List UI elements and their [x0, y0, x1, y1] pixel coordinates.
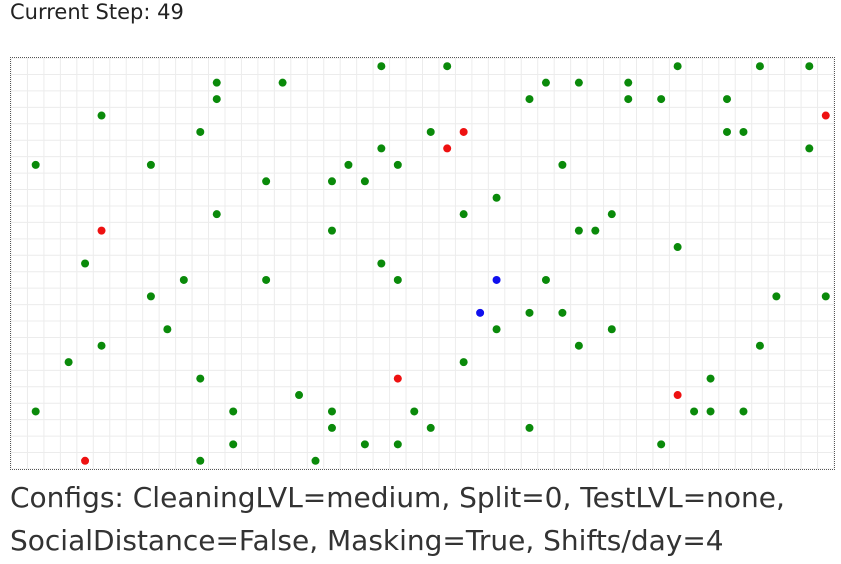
agent-healthy	[327, 423, 336, 432]
agent-healthy	[525, 423, 534, 432]
agent-healthy	[426, 127, 435, 136]
agent-healthy	[459, 210, 468, 219]
agent-healthy	[344, 160, 353, 169]
agent-healthy	[459, 358, 468, 367]
agent-healthy	[492, 193, 501, 202]
agent-infected	[821, 111, 830, 120]
agent-infected	[81, 456, 90, 465]
configs-line-2: SocialDistance=False, Masking=True, Shif…	[10, 524, 724, 557]
agent-healthy	[377, 144, 386, 153]
agent-healthy	[723, 127, 732, 136]
agent-healthy	[360, 177, 369, 186]
agent-healthy	[97, 111, 106, 120]
agent-healthy	[295, 391, 304, 400]
agent-infected	[673, 391, 682, 400]
agent-healthy	[81, 259, 90, 268]
agent-healthy	[657, 440, 666, 449]
agent-healthy	[525, 95, 534, 104]
agent-healthy	[163, 325, 172, 334]
agent-healthy	[739, 127, 748, 136]
agent-healthy	[755, 62, 764, 71]
agent-healthy	[229, 440, 238, 449]
agent-healthy	[558, 308, 567, 317]
agent-healthy	[64, 358, 73, 367]
agent-healthy	[262, 275, 271, 284]
agent-healthy	[377, 62, 386, 71]
agent-healthy	[772, 292, 781, 301]
agent-immune	[476, 308, 485, 317]
agent-healthy	[690, 407, 699, 416]
agent-healthy	[706, 374, 715, 383]
agent-healthy	[607, 325, 616, 334]
agent-healthy	[591, 226, 600, 235]
agent-healthy	[393, 160, 402, 169]
agent-healthy	[706, 407, 715, 416]
agent-immune	[492, 275, 501, 284]
agent-infected	[443, 144, 452, 153]
agent-healthy	[607, 210, 616, 219]
agent-healthy	[31, 407, 40, 416]
agent-healthy	[360, 440, 369, 449]
agent-healthy	[558, 160, 567, 169]
agent-healthy	[574, 341, 583, 350]
agent-healthy	[574, 78, 583, 87]
agent-healthy	[657, 95, 666, 104]
agent-healthy	[805, 144, 814, 153]
agent-healthy	[739, 407, 748, 416]
agent-healthy	[755, 341, 764, 350]
agent-healthy	[443, 62, 452, 71]
configs-text: Configs: CleaningLVL=medium, Split=0, Te…	[10, 476, 835, 562]
agent-healthy	[196, 127, 205, 136]
agent-healthy	[196, 374, 205, 383]
agent-healthy	[525, 308, 534, 317]
agent-healthy	[146, 292, 155, 301]
configs-line-1: Configs: CleaningLVL=medium, Split=0, Te…	[10, 481, 785, 514]
current-step-label: Current Step: 49	[10, 0, 184, 24]
agent-healthy	[262, 177, 271, 186]
agent-healthy	[311, 456, 320, 465]
agent-healthy	[805, 62, 814, 71]
agent-healthy	[179, 275, 188, 284]
agent-healthy	[196, 456, 205, 465]
agent-healthy	[624, 95, 633, 104]
agent-healthy	[426, 423, 435, 432]
grid-canvas	[11, 58, 834, 469]
agent-healthy	[821, 292, 830, 301]
agent-healthy	[327, 226, 336, 235]
agent-infected	[459, 127, 468, 136]
agent-healthy	[377, 259, 386, 268]
agent-healthy	[541, 275, 550, 284]
agent-healthy	[229, 407, 238, 416]
agent-healthy	[673, 243, 682, 252]
agent-healthy	[492, 325, 501, 334]
agent-healthy	[146, 160, 155, 169]
agent-infected	[97, 226, 106, 235]
agent-healthy	[541, 78, 550, 87]
agent-healthy	[393, 275, 402, 284]
agent-healthy	[673, 62, 682, 71]
agent-healthy	[574, 226, 583, 235]
agent-healthy	[410, 407, 419, 416]
agent-infected	[393, 374, 402, 383]
agent-healthy	[393, 440, 402, 449]
agent-healthy	[327, 407, 336, 416]
agent-healthy	[278, 78, 287, 87]
agent-healthy	[212, 95, 221, 104]
agent-healthy	[97, 341, 106, 350]
agent-healthy	[31, 160, 40, 169]
agent-healthy	[327, 177, 336, 186]
agent-healthy	[212, 78, 221, 87]
agent-healthy	[212, 210, 221, 219]
simulation-grid	[10, 57, 835, 470]
agent-healthy	[624, 78, 633, 87]
agent-healthy	[723, 95, 732, 104]
